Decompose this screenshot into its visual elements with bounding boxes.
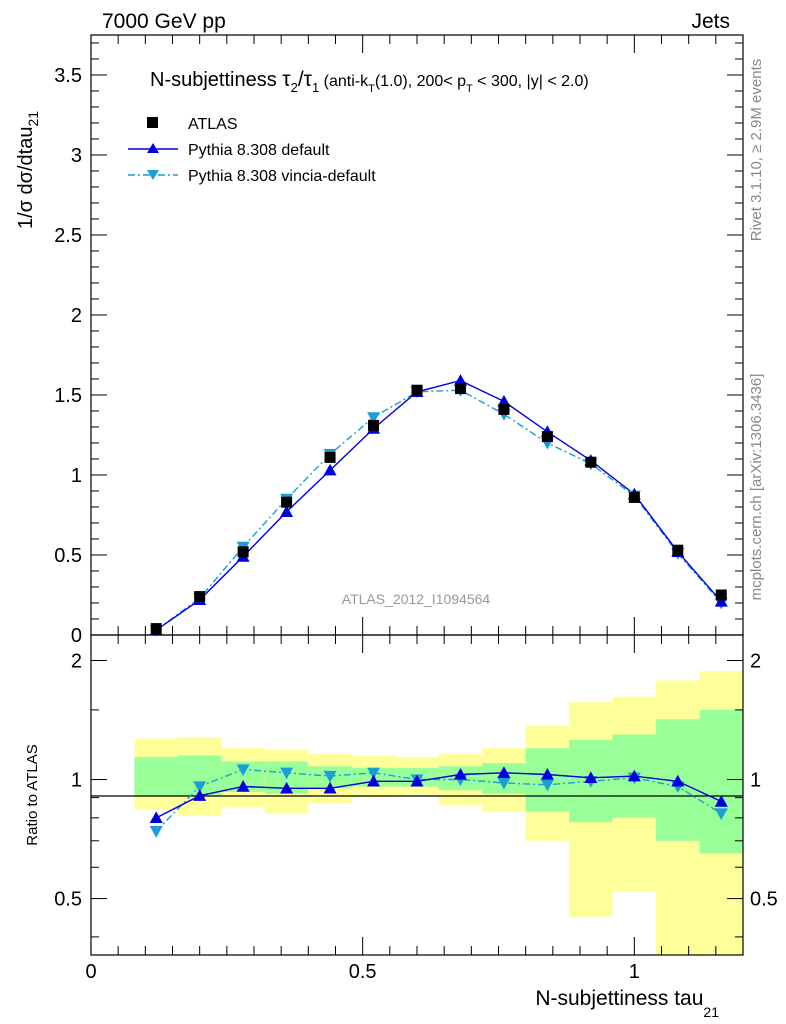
x-tick-label: 0.5 xyxy=(349,961,377,983)
pythia-8-308-vincia-default-ratio-point xyxy=(323,770,337,783)
plot-title: N-subjettiness τ2/τ1 (anti-kT(1.0), 200<… xyxy=(150,68,589,95)
y-tick-label: 0 xyxy=(71,625,82,647)
atlas-point xyxy=(628,491,640,503)
ratio-y-tick-label-right: 2 xyxy=(750,650,761,672)
y-tick-label: 1 xyxy=(71,465,82,487)
ratio-series-layer xyxy=(149,764,728,838)
legend-label-atlas: ATLAS xyxy=(188,116,238,133)
ratio-y-axis-label: Ratio to ATLAS xyxy=(24,744,41,845)
legend: ATLAS Pythia 8.308 default Pythia 8.308 … xyxy=(128,116,376,185)
ratio-y-tick-label-right: 1 xyxy=(750,770,761,792)
pythia-8-308-vincia-default-ratio-point xyxy=(193,781,207,794)
pythia-8-308-default-ratio-point xyxy=(149,811,163,824)
pythia-8-308-default-ratio-point xyxy=(453,767,467,780)
atlas-point xyxy=(411,384,423,396)
pythia-8-308-vincia-default-ratio-point xyxy=(149,826,163,838)
ratio-panel: 0.5 0.5 1 1 2 2 0 0.5 1 Ratio to ATLAS N-subjett… xyxy=(24,634,778,1020)
pythia-8-308-default-line xyxy=(155,379,722,631)
atlas-point xyxy=(281,496,293,508)
pythia-8-308-vincia-default-ratio-line xyxy=(155,768,722,832)
main-y-axis-label: 1/σ dσ/dtau21 xyxy=(15,111,41,229)
pythia-8-308-default-point xyxy=(280,505,294,517)
ratio-uncertainty-bands xyxy=(134,671,743,955)
pythia-8-308-default-ratio-point xyxy=(280,781,294,794)
ratio-y-tick-label: 1 xyxy=(71,770,82,792)
pythia-8-308-vincia-default-ratio-point xyxy=(540,779,554,792)
atlas-point xyxy=(324,451,336,463)
atlas-point xyxy=(498,403,510,415)
y-tick-label: 1.5 xyxy=(54,385,82,407)
y-tick-label: 3.5 xyxy=(54,65,82,87)
main-series-layer xyxy=(149,374,728,637)
pythia-8-308-default-point xyxy=(323,463,337,476)
ratio-axes: 0.5 0.5 1 1 2 2 0 0.5 1 xyxy=(54,635,778,983)
y-tick-label: 3 xyxy=(71,145,82,167)
pythia-8-308-default-ratio-point xyxy=(671,774,685,787)
atlas-point xyxy=(715,589,727,601)
main-panel: 0 0.5 1 1.5 2 2.5 3 3.5 N-subjettiness τ2/τ1 (a… xyxy=(15,34,744,647)
atlas-point xyxy=(672,544,684,556)
band-inner xyxy=(699,709,743,854)
main-y-axis: 0 0.5 1 1.5 2 2.5 3 3.5 xyxy=(54,35,744,647)
legend-label-pythia-default: Pythia 8.308 default xyxy=(188,142,330,159)
legend-marker-atlas xyxy=(147,117,158,128)
pythia-8-308-default-ratio-point xyxy=(627,769,641,782)
pythia-8-308-vincia-default-ratio-point xyxy=(497,777,511,790)
pythia-8-308-vincia-default-ratio-point xyxy=(236,764,250,777)
ratio-y-tick-label-right: 0.5 xyxy=(750,889,778,911)
pythia-8-308-default-ratio-point xyxy=(323,781,337,794)
y-tick-label: 2.5 xyxy=(54,225,82,247)
legend-marker-pythia-default xyxy=(147,143,159,153)
x-axis-label: N-subjettiness tau21 xyxy=(535,987,719,1020)
atlas-point xyxy=(237,546,249,558)
pythia-8-308-default-ratio-point xyxy=(193,789,207,801)
pythia-8-308-default-ratio-point xyxy=(236,780,250,792)
pythia-8-308-vincia-default-ratio-point xyxy=(280,767,294,780)
pythia-8-308-default-ratio-point xyxy=(367,774,381,787)
process-label: Jets xyxy=(691,10,730,33)
pythia-8-308-vincia-default-line xyxy=(155,389,722,631)
ratio-y-tick-label: 0.5 xyxy=(54,889,82,911)
atlas-point xyxy=(194,591,206,603)
y-tick-label: 2 xyxy=(71,305,82,327)
pythia-8-308-default-point xyxy=(497,394,511,407)
y-tick-label: 0.5 xyxy=(54,545,82,567)
pythia-8-308-vincia-default-point xyxy=(367,412,381,424)
ratio-y-tick-label: 2 xyxy=(71,650,82,672)
analysis-watermark: ATLAS_2012_I1094564 xyxy=(342,591,491,607)
rivet-annotation: Rivet 3.1.10, ≥ 2.9M events xyxy=(748,59,765,242)
atlas-point xyxy=(150,623,162,635)
pythia-8-308-default-ratio-line xyxy=(155,772,722,819)
band-inner xyxy=(134,757,178,796)
pythia-8-308-default-ratio-point xyxy=(540,767,554,780)
atlas-point xyxy=(541,431,553,443)
pythia-8-308-default-point xyxy=(453,374,467,386)
pythia-8-308-default-point xyxy=(714,594,728,607)
atlas-point xyxy=(585,456,597,468)
x-tick-label: 1 xyxy=(629,961,640,983)
pythia-8-308-default-ratio-point xyxy=(584,771,598,784)
legend-label-pythia-vincia: Pythia 8.308 vincia-default xyxy=(188,168,376,185)
energy-label: 7000 GeV pp xyxy=(102,10,226,33)
pythia-8-308-default-ratio-point xyxy=(714,794,728,807)
x-tick-label: 0 xyxy=(85,961,96,983)
legend-marker-pythia-vincia xyxy=(147,170,159,180)
atlas-point xyxy=(454,383,466,395)
pythia-8-308-default-ratio-point xyxy=(410,774,424,787)
mcplots-annotation: mcplots.cern.ch [arXiv:1306.3436] xyxy=(748,374,765,601)
pythia-8-308-default-ratio-point xyxy=(497,766,511,778)
atlas-point xyxy=(368,419,380,431)
pythia-8-308-vincia-default-ratio-point xyxy=(367,767,381,780)
pythia-8-308-vincia-default-ratio-point xyxy=(714,808,728,821)
